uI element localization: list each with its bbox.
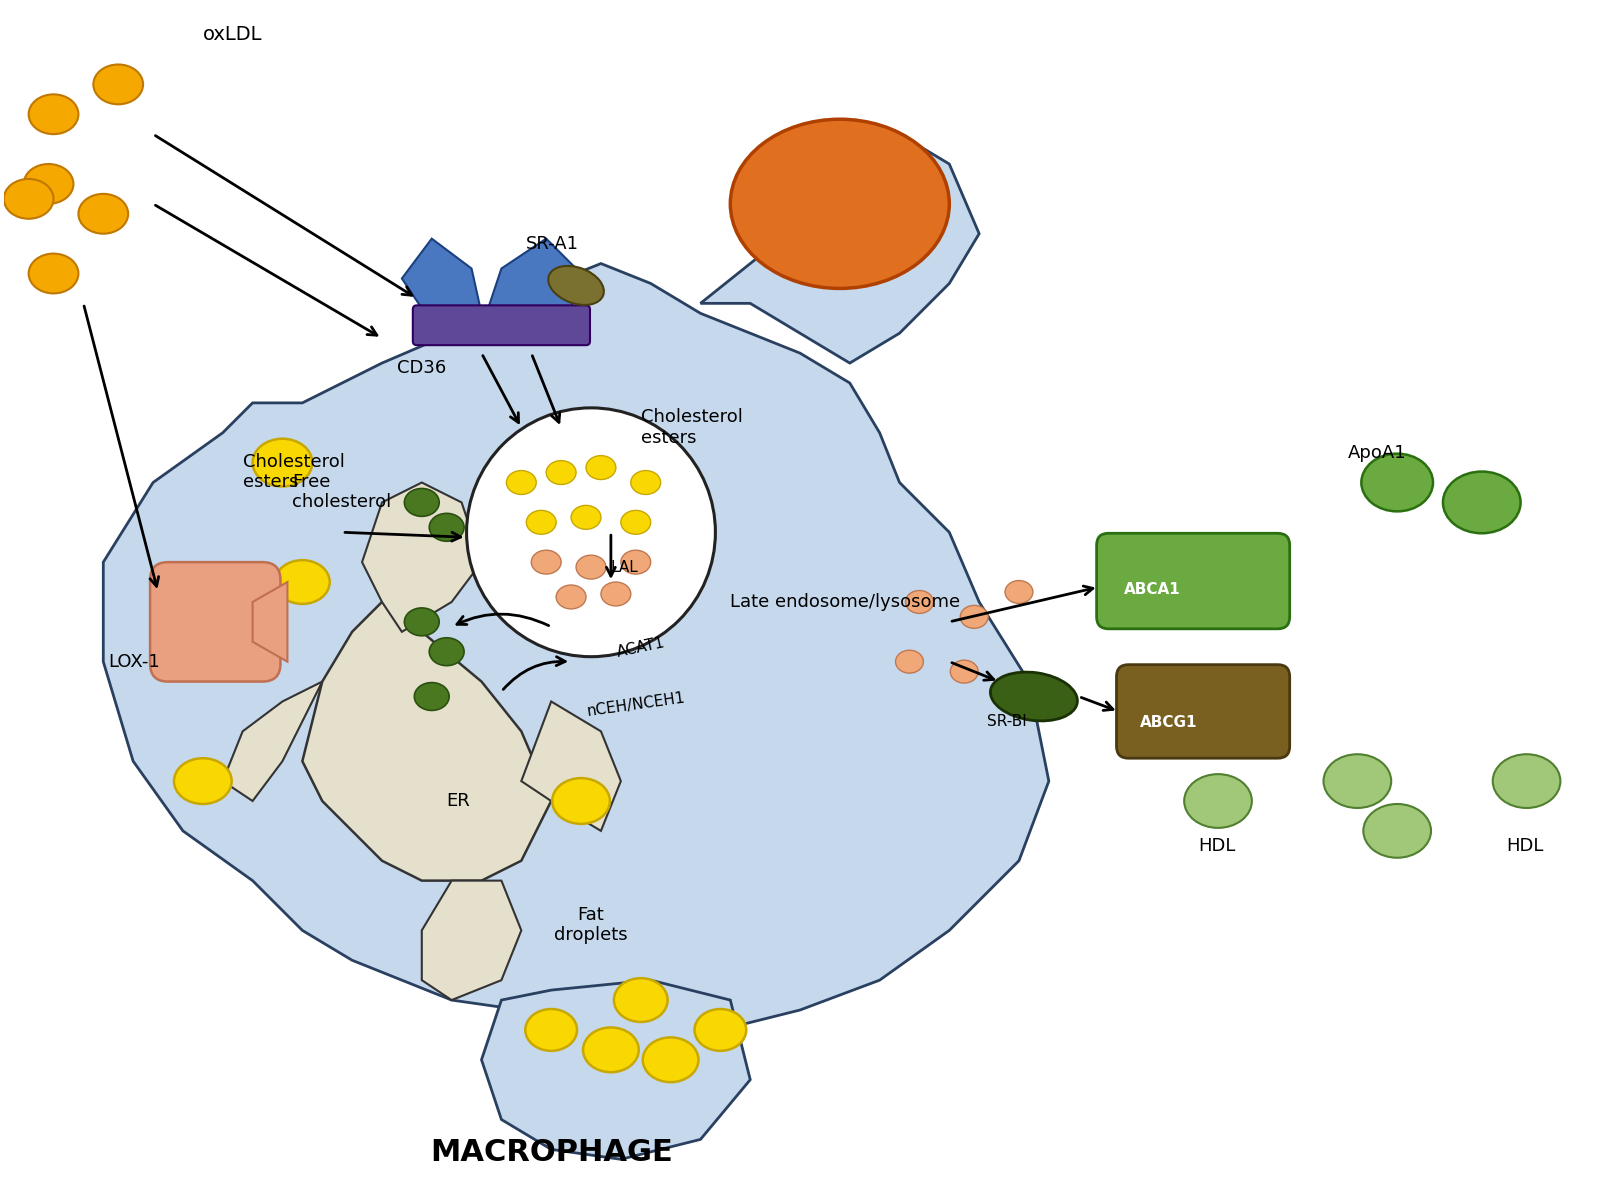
Ellipse shape — [621, 550, 651, 574]
Ellipse shape — [960, 605, 989, 629]
FancyBboxPatch shape — [413, 305, 590, 345]
Ellipse shape — [253, 439, 312, 487]
Text: ACAT1: ACAT1 — [616, 635, 667, 660]
Ellipse shape — [582, 1027, 638, 1072]
Text: Free
cholesterol: Free cholesterol — [293, 473, 392, 512]
FancyBboxPatch shape — [1096, 533, 1290, 629]
Text: CD36: CD36 — [397, 359, 446, 377]
Ellipse shape — [557, 585, 586, 609]
Ellipse shape — [174, 758, 232, 804]
Ellipse shape — [546, 461, 576, 485]
Text: Cholesterol
esters: Cholesterol esters — [640, 408, 742, 447]
Ellipse shape — [414, 682, 450, 710]
Text: Fat
droplets: Fat droplets — [554, 905, 627, 944]
FancyBboxPatch shape — [150, 563, 280, 682]
Text: Late endosome/lysosome: Late endosome/lysosome — [730, 593, 960, 611]
Ellipse shape — [1363, 804, 1430, 858]
Text: Cholesterol
esters: Cholesterol esters — [243, 453, 344, 492]
Text: ER: ER — [446, 792, 470, 810]
Ellipse shape — [549, 266, 603, 305]
Text: LOX-1: LOX-1 — [109, 652, 160, 670]
Text: LAL: LAL — [611, 560, 638, 576]
Text: nCEH/NCEH1: nCEH/NCEH1 — [586, 690, 686, 720]
Text: oxLDL: oxLDL — [203, 25, 262, 44]
FancyBboxPatch shape — [1117, 664, 1290, 758]
Ellipse shape — [630, 470, 661, 494]
Text: HDL: HDL — [1507, 837, 1544, 855]
Ellipse shape — [93, 65, 142, 104]
Ellipse shape — [3, 178, 53, 219]
Ellipse shape — [730, 119, 949, 288]
Ellipse shape — [526, 511, 557, 534]
Ellipse shape — [29, 95, 78, 135]
Ellipse shape — [896, 650, 923, 673]
Ellipse shape — [990, 673, 1077, 721]
Ellipse shape — [78, 194, 128, 234]
Polygon shape — [104, 264, 1050, 1040]
Ellipse shape — [429, 513, 464, 541]
Ellipse shape — [24, 164, 74, 203]
Ellipse shape — [1443, 472, 1520, 533]
Ellipse shape — [694, 1009, 746, 1051]
Ellipse shape — [576, 556, 606, 579]
Ellipse shape — [405, 488, 440, 517]
Ellipse shape — [506, 470, 536, 494]
Polygon shape — [402, 239, 482, 323]
Ellipse shape — [1323, 754, 1392, 808]
Ellipse shape — [1493, 754, 1560, 808]
Polygon shape — [701, 135, 979, 363]
Ellipse shape — [602, 582, 630, 606]
Text: ApoA1: ApoA1 — [1347, 443, 1406, 462]
Ellipse shape — [643, 1038, 699, 1083]
Ellipse shape — [950, 661, 978, 683]
Ellipse shape — [429, 638, 464, 665]
Ellipse shape — [906, 591, 933, 613]
Ellipse shape — [586, 455, 616, 480]
Ellipse shape — [1362, 454, 1434, 512]
Polygon shape — [302, 602, 550, 881]
Ellipse shape — [571, 506, 602, 530]
Text: MACROPHAGE: MACROPHAGE — [430, 1138, 672, 1168]
Ellipse shape — [1005, 580, 1034, 604]
Ellipse shape — [29, 254, 78, 293]
Ellipse shape — [531, 550, 562, 574]
Text: SR-BI: SR-BI — [987, 714, 1027, 729]
Polygon shape — [222, 682, 322, 801]
Text: ABCA1: ABCA1 — [1123, 582, 1181, 597]
Polygon shape — [522, 701, 621, 831]
Polygon shape — [422, 881, 522, 1000]
Polygon shape — [482, 980, 750, 1160]
Text: HDL: HDL — [1198, 837, 1235, 855]
Text: SR-A1: SR-A1 — [526, 234, 579, 253]
Ellipse shape — [525, 1009, 578, 1051]
Polygon shape — [486, 239, 576, 313]
Text: ABCG1: ABCG1 — [1141, 715, 1198, 730]
Ellipse shape — [405, 608, 440, 636]
Ellipse shape — [552, 778, 610, 824]
Polygon shape — [253, 582, 288, 662]
Ellipse shape — [1184, 774, 1251, 827]
Ellipse shape — [467, 408, 715, 657]
Ellipse shape — [621, 511, 651, 534]
Ellipse shape — [614, 979, 667, 1022]
Ellipse shape — [275, 560, 330, 604]
Polygon shape — [362, 482, 482, 632]
